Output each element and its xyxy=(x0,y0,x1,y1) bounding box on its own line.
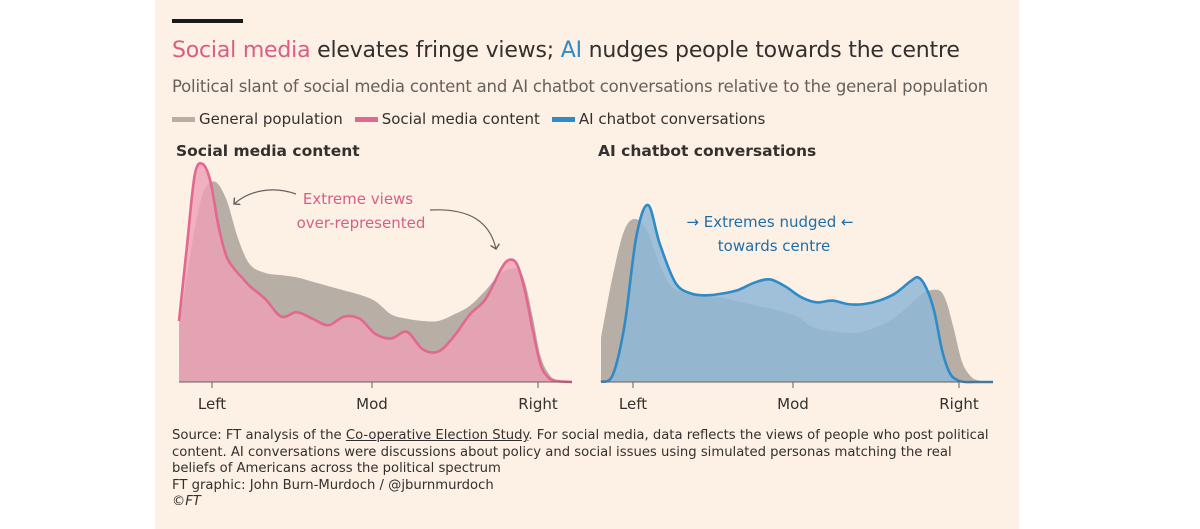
left-annotation-line2: over-represented xyxy=(297,214,426,232)
line-social-media-content xyxy=(177,162,573,384)
left-chart: Left Mod Right xyxy=(177,162,573,413)
x-tick-label-right: Right xyxy=(939,395,979,413)
right-annotation-line1: → Extremes nudged ← xyxy=(686,213,853,231)
legend-item-ai: AI chatbot conversations xyxy=(551,110,766,128)
source-graphic: FT graphic: John Burn-Murdoch / @jburnmu… xyxy=(172,477,494,493)
legend-swatch-ai xyxy=(551,116,575,122)
legend-item-general: General population xyxy=(172,110,343,128)
ft-top-rule xyxy=(172,19,243,23)
left-annotation-line1: Extreme views xyxy=(303,190,413,208)
charts-svg: Left Mod Right Left Mod Right Extreme views … xyxy=(177,162,993,413)
title-end: nudges people towards the centre xyxy=(581,38,960,63)
x-tick-label-left: Left xyxy=(198,395,226,413)
legend-swatch-general xyxy=(172,116,195,122)
x-tick-label-right: Right xyxy=(518,395,558,413)
right-annotation-line2: towards centre xyxy=(718,237,830,255)
right-panel-title: AI chatbot conversations xyxy=(598,142,817,160)
title-social-media: Social media xyxy=(172,38,311,63)
x-tick-label-mod: Mod xyxy=(777,395,809,413)
source-link[interactable]: Co-operative Election Study xyxy=(345,428,529,443)
x-tick-label-left: Left xyxy=(619,395,647,413)
source-suffix: . For social media, data reflects the vi… xyxy=(172,428,989,476)
legend-label-ai: AI chatbot conversations xyxy=(578,110,766,128)
chart-panel: Social media elevates fringe views; AI n… xyxy=(155,0,1019,529)
legend-label-social: Social media content xyxy=(381,110,540,128)
source-note: Source: FT analysis of the Co-operative … xyxy=(172,428,992,511)
title-ai: AI xyxy=(560,38,582,63)
area-ai-chatbot-conversations xyxy=(601,204,993,383)
legend-item-social: Social media content xyxy=(354,110,540,128)
right-chart: Left Mod Right xyxy=(600,203,993,413)
legend: General population Social media content … xyxy=(172,110,777,128)
area-social-media-content xyxy=(179,163,572,382)
source-prefix: Source: FT analysis of the xyxy=(172,428,346,443)
chart-title: Social media elevates fringe views; AI n… xyxy=(172,38,960,63)
x-tick-label-mod: Mod xyxy=(356,395,388,413)
source-copyright: ©FT xyxy=(172,494,201,509)
left-panel-title: Social media content xyxy=(176,142,360,160)
title-mid: elevates fringe views; xyxy=(310,38,561,63)
left-arrow xyxy=(234,189,297,204)
chart-subtitle: Political slant of social media content … xyxy=(172,77,988,96)
legend-label-general: General population xyxy=(199,110,343,128)
legend-swatch-social xyxy=(354,116,378,122)
line-ai-chatbot-conversations xyxy=(600,203,993,384)
right-arrow xyxy=(429,209,496,249)
